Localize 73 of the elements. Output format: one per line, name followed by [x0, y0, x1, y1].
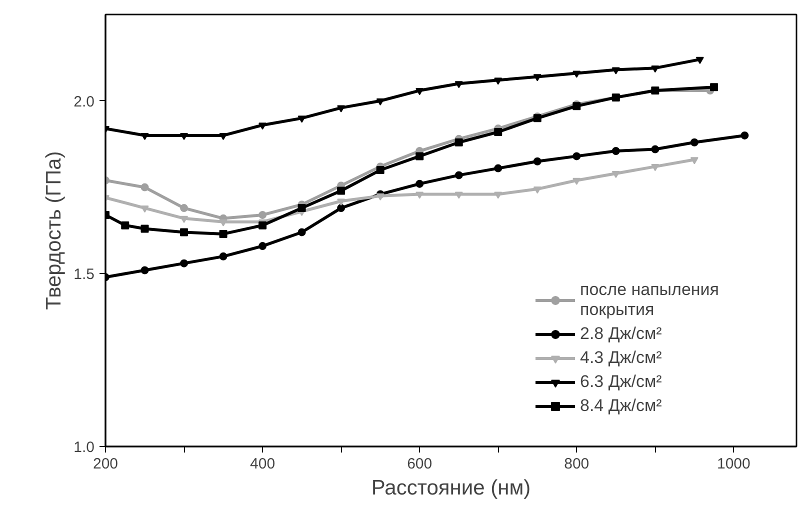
point	[416, 88, 424, 96]
point	[651, 164, 660, 172]
point	[219, 219, 228, 226]
y-axis-title: Твердость (ГПа)	[42, 151, 66, 310]
x-tick-label: 600	[407, 456, 432, 472]
point	[258, 210, 267, 219]
point	[180, 204, 188, 212]
point	[690, 138, 698, 146]
legend-label: после напыления покрытия	[580, 280, 719, 320]
point	[651, 66, 660, 73]
point	[140, 183, 149, 192]
point	[337, 198, 346, 206]
point	[533, 186, 542, 194]
point	[180, 132, 188, 140]
point	[140, 206, 149, 213]
point	[376, 193, 384, 200]
point	[337, 204, 346, 212]
point	[454, 192, 463, 199]
point	[121, 221, 130, 230]
y-tick-label: 1.0	[74, 439, 95, 456]
legend-label: 4.3 Дж/см²	[580, 348, 662, 368]
point	[337, 105, 346, 112]
x-axis-title: Расстояние (нм)	[371, 476, 531, 500]
point	[454, 138, 463, 146]
point	[710, 83, 718, 92]
point	[180, 216, 188, 223]
point	[454, 81, 463, 88]
legend-label: 6.3 Дж/см²	[580, 372, 662, 392]
point	[298, 228, 306, 236]
legend-label: 2.8 Дж/см²	[580, 324, 662, 344]
x-tick-label: 1000	[716, 456, 750, 472]
point	[298, 204, 306, 212]
point	[219, 230, 228, 238]
point	[533, 74, 542, 82]
point	[376, 98, 384, 106]
point	[533, 157, 542, 166]
point	[612, 67, 620, 74]
point	[416, 180, 424, 188]
point	[416, 152, 424, 160]
point	[258, 221, 267, 230]
point	[494, 164, 502, 172]
point	[180, 228, 188, 236]
point	[696, 56, 704, 64]
point	[219, 252, 228, 260]
point	[494, 192, 502, 199]
point	[454, 171, 463, 180]
point	[690, 157, 698, 164]
x-tick-label: 200	[92, 456, 118, 472]
point	[494, 128, 502, 136]
x-tick-label: 800	[564, 456, 590, 472]
point	[572, 70, 581, 78]
point	[219, 132, 228, 140]
point	[258, 122, 267, 130]
point	[376, 166, 384, 174]
point	[180, 259, 188, 268]
point	[612, 147, 620, 156]
point	[651, 145, 660, 154]
point	[740, 131, 749, 140]
point	[572, 178, 581, 185]
x-tick-label: 400	[250, 456, 276, 472]
point	[612, 170, 620, 178]
point	[494, 78, 502, 85]
y-tick-label: 1.5	[74, 266, 95, 284]
point	[140, 266, 149, 274]
point	[140, 132, 149, 140]
point	[258, 242, 267, 250]
point	[337, 186, 346, 195]
point	[140, 224, 149, 233]
y-tick-label: 2.0	[74, 93, 95, 110]
point	[572, 152, 581, 160]
point	[298, 116, 306, 123]
point	[416, 192, 424, 199]
legend-label: 8.4 Дж/см²	[580, 396, 662, 416]
